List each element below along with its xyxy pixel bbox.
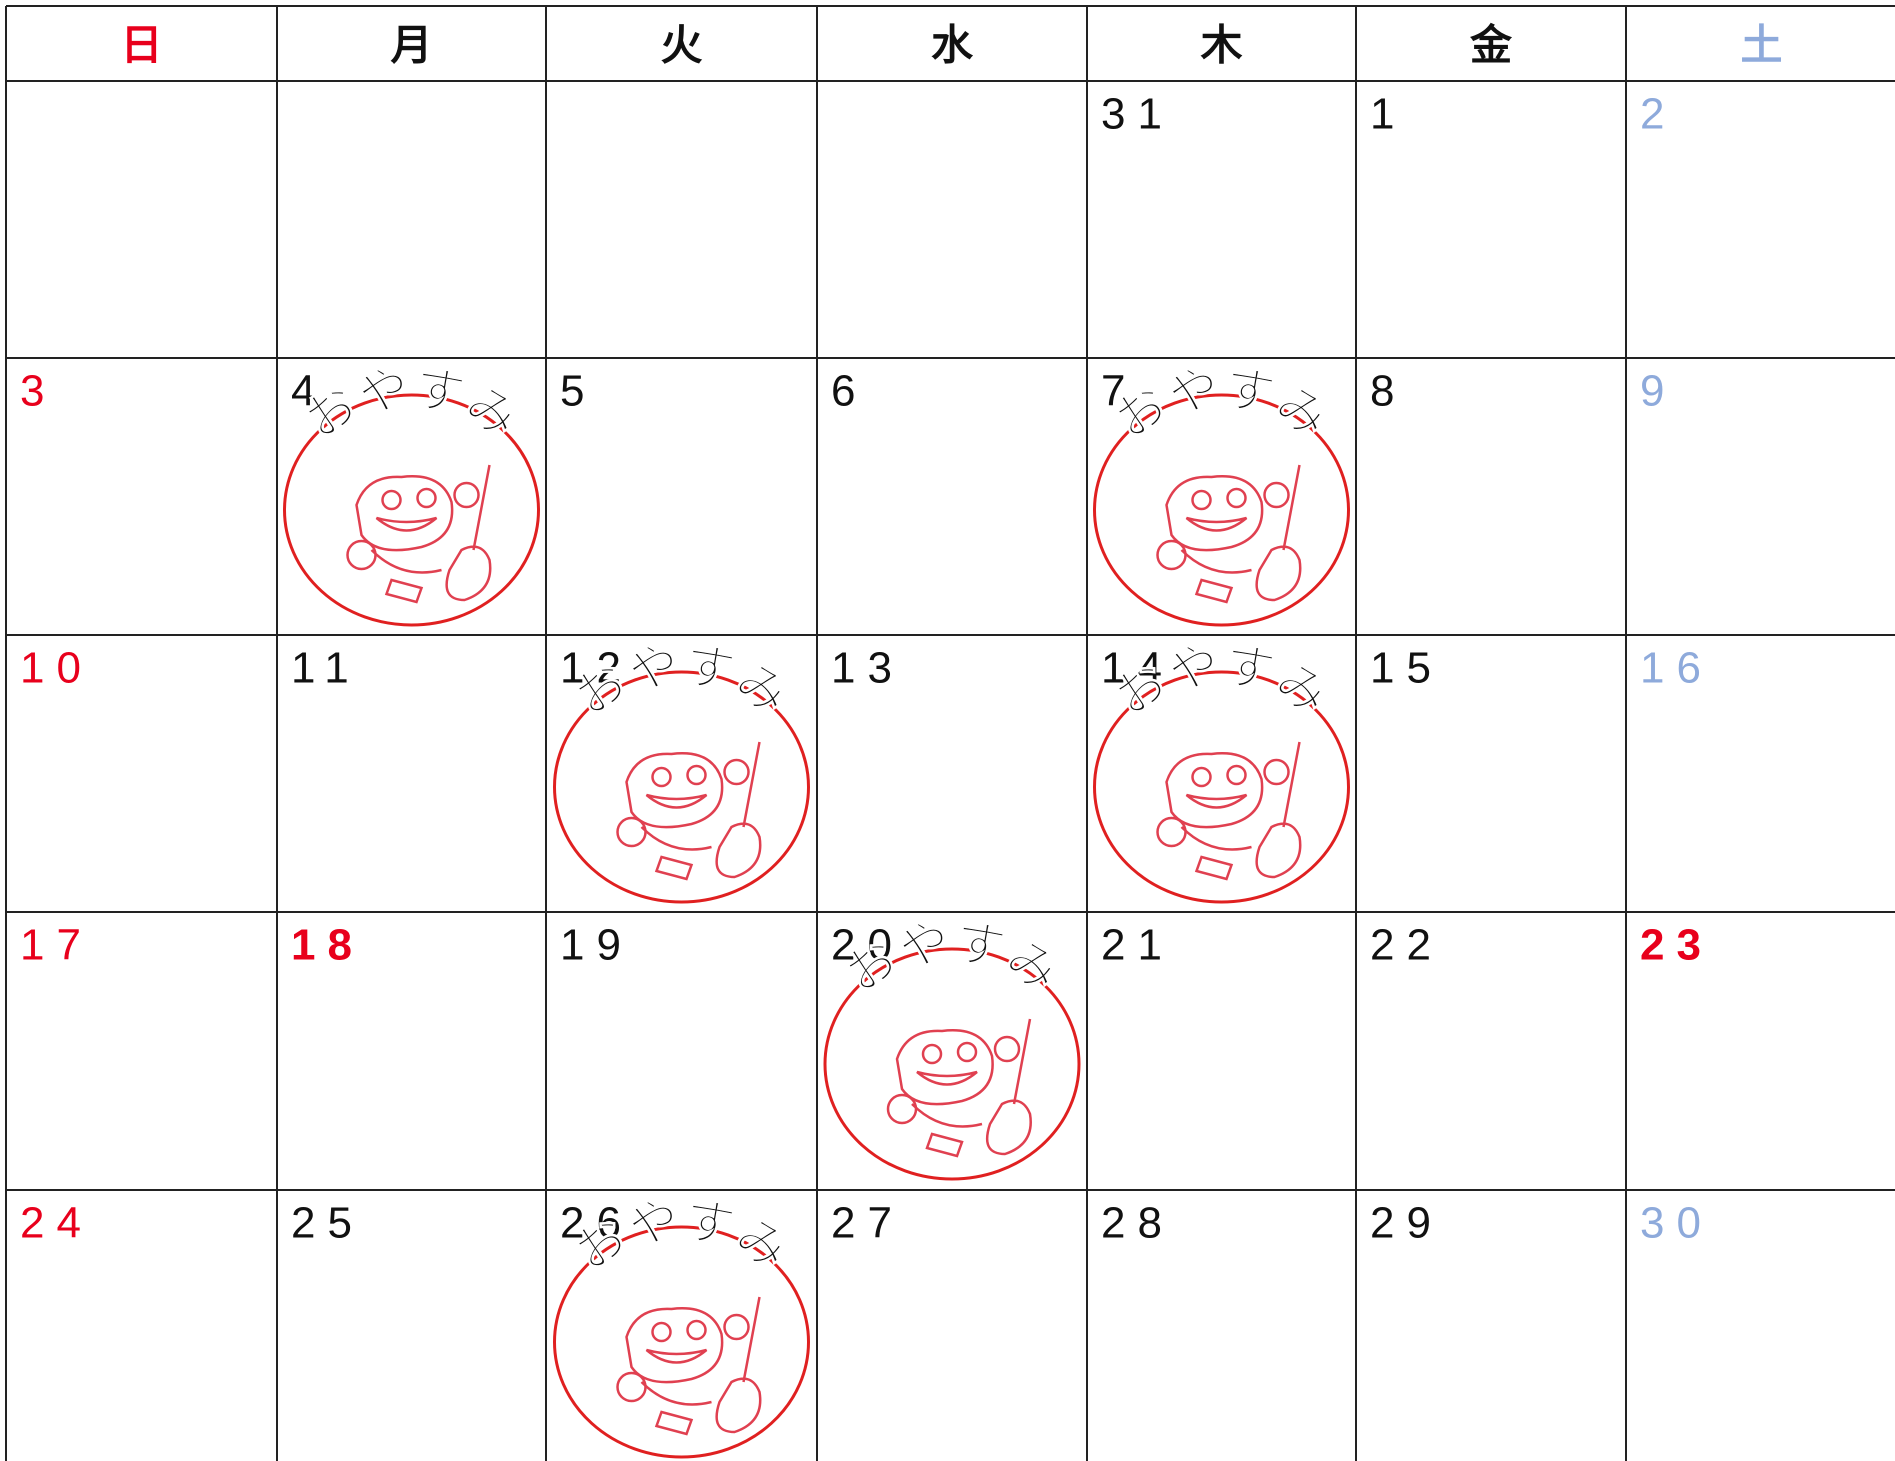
shisa-mouth: [645, 1348, 708, 1364]
sanshin: [985, 1018, 1032, 1156]
shisa-body: [1180, 826, 1252, 881]
day-number: 29: [1370, 1199, 1443, 1248]
day-number: 30: [1640, 1199, 1713, 1248]
stamp-border: [1093, 670, 1350, 904]
day-number: 7: [1101, 367, 1137, 416]
day-number: 3: [20, 367, 56, 416]
sanshin: [715, 1296, 762, 1434]
shisa-eye: [651, 766, 672, 788]
day-number: 1: [1370, 90, 1406, 139]
weekday-label: 月: [390, 21, 432, 70]
weekday-label: 水: [931, 21, 974, 70]
shisa-curl: [723, 1313, 750, 1341]
shisa-mouth: [375, 516, 438, 532]
stamp-border: [283, 393, 540, 627]
shisa-curl: [723, 758, 750, 786]
day-number: 26: [560, 1199, 633, 1248]
shisa-eye: [1226, 487, 1247, 509]
stamp-border: [1093, 393, 1350, 627]
shisa-body: [911, 1103, 983, 1158]
day-number: 8: [1370, 367, 1406, 416]
day-number: 18: [291, 921, 364, 970]
day-number: 15: [1370, 644, 1443, 693]
day-number: 16: [1640, 644, 1713, 693]
shisa-mouth: [1185, 793, 1248, 809]
day-number: 19: [560, 921, 633, 970]
shisa-head: [1165, 475, 1264, 552]
day-number: 10: [20, 644, 93, 693]
shisa-eye: [921, 1043, 943, 1065]
stamp-border: [553, 1225, 810, 1459]
shisa-mouth: [645, 793, 708, 809]
shisa-eye: [1191, 489, 1212, 511]
day-number: 20: [831, 921, 904, 970]
day-number: 21: [1101, 921, 1174, 970]
day-number: 5: [560, 367, 596, 416]
day-number: 14: [1101, 644, 1174, 693]
day-number: 11: [291, 644, 361, 693]
day-number: 27: [831, 1199, 904, 1248]
shisa-curl: [1263, 758, 1290, 786]
weekday-label: 土: [1740, 21, 1782, 70]
shisa-eye: [651, 1321, 672, 1343]
shisa-mouth: [1185, 516, 1248, 532]
shisa-head: [625, 752, 724, 829]
shisa-head: [895, 1029, 994, 1106]
weekday-label: 火: [660, 21, 702, 70]
shisa-curl: [453, 481, 480, 509]
stamp-border: [553, 670, 810, 904]
shisa-curl: [1263, 481, 1290, 509]
day-number: 28: [1101, 1199, 1174, 1248]
shisa-eye: [686, 1319, 707, 1341]
day-number: 23: [1640, 921, 1713, 970]
shisa-head: [625, 1307, 724, 1384]
shisa-eye: [1226, 764, 1247, 786]
shisa-eye: [381, 489, 402, 511]
day-number: 17: [20, 921, 93, 970]
shisa-eye: [956, 1041, 978, 1063]
day-number: 6: [831, 367, 867, 416]
sanshin: [445, 464, 492, 602]
sanshin: [1255, 741, 1302, 879]
shisa-head: [355, 475, 454, 552]
shisa-curl: [993, 1035, 1021, 1063]
shisa-body: [370, 549, 442, 604]
shisa-eye: [1191, 766, 1212, 788]
day-number: 13: [831, 644, 904, 693]
day-number: 12: [560, 644, 633, 693]
stamp-border: [823, 947, 1081, 1181]
weekday-label: 木: [1200, 21, 1242, 70]
sanshin: [1255, 464, 1302, 602]
day-number: 22: [1370, 921, 1443, 970]
weekday-label: 日: [120, 21, 162, 70]
shisa-body: [1180, 549, 1252, 604]
weekday-label: 金: [1469, 21, 1513, 70]
day-number: 2: [1640, 90, 1676, 139]
shisa-head: [1165, 752, 1264, 829]
shisa-mouth: [916, 1070, 978, 1086]
day-number: 9: [1640, 367, 1676, 416]
shisa-eye: [686, 764, 707, 786]
sanshin: [715, 741, 762, 879]
shisa-eye: [416, 487, 437, 509]
shisa-body: [640, 826, 712, 881]
day-number: 24: [20, 1199, 93, 1248]
day-number: 31: [1101, 90, 1174, 139]
day-number: 25: [291, 1199, 364, 1248]
day-number: 4: [291, 367, 327, 416]
shisa-body: [640, 1381, 712, 1436]
